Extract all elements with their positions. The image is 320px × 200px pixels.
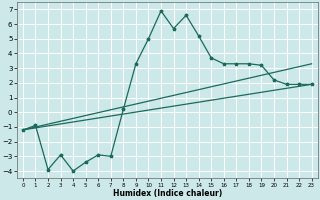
X-axis label: Humidex (Indice chaleur): Humidex (Indice chaleur) xyxy=(113,189,222,198)
